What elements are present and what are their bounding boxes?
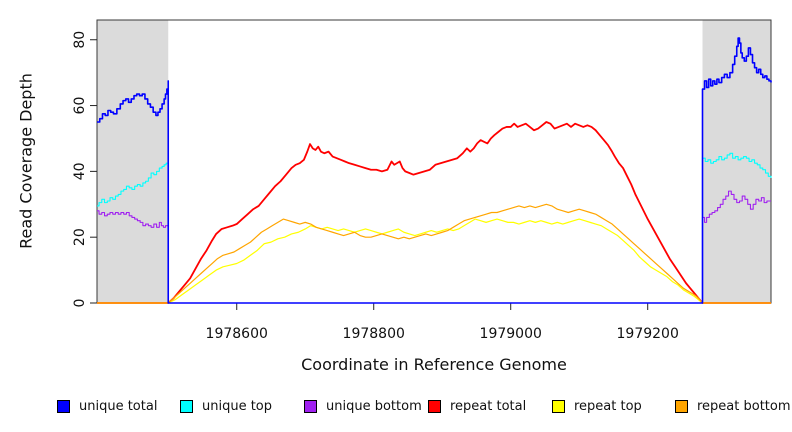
series-line-unique-bottom [97,190,771,304]
y-axis-title: Read Coverage Depth [16,73,36,249]
series-line-repeat-top [97,218,771,304]
y-tick-label: 0 [72,299,88,308]
legend-label: unique total [79,399,158,414]
legend-item-unique-total: unique total [57,398,157,415]
legend-item-unique-top: unique top [180,398,272,415]
y-tick-label: 60 [72,97,88,115]
x-axis-title: Coordinate in Reference Genome [301,355,567,374]
legend-label: unique bottom [326,399,422,414]
legend-item-repeat-bottom: repeat bottom [675,398,791,415]
unique-top-swatch-icon [180,400,193,413]
y-tick-label: 40 [72,162,88,180]
series-line-unique-top [97,152,772,304]
repeat-top-swatch-icon [552,400,565,413]
x-tick-label: 1979200 [617,326,679,342]
y-tick-label: 80 [72,31,88,49]
shaded-flank-region [702,20,771,303]
unique-total-swatch-icon [57,400,70,413]
x-tick-label: 1978800 [343,326,405,342]
legend-label: repeat total [450,399,527,414]
series-line-unique-total [97,37,772,304]
repeat-bottom-swatch-icon [675,400,688,413]
repeat-total-swatch-icon [428,400,441,413]
legend-label: repeat bottom [697,399,791,414]
legend-label: unique top [202,399,273,414]
legend-item-repeat-total: repeat total [428,398,526,415]
x-tick-label: 1978600 [206,326,268,342]
legend-item-repeat-top: repeat top [552,398,642,415]
series-line-repeat-bottom [97,203,771,304]
series-line-repeat-total [97,121,771,304]
shaded-flank-region [97,20,169,303]
legend: unique total unique top unique bottom re… [0,398,792,418]
legend-item-unique-bottom: unique bottom [304,398,422,415]
y-tick-label: 20 [72,228,88,246]
legend-label: repeat top [574,399,642,414]
x-tick-label: 1979000 [480,326,542,342]
unique-bottom-swatch-icon [304,400,317,413]
